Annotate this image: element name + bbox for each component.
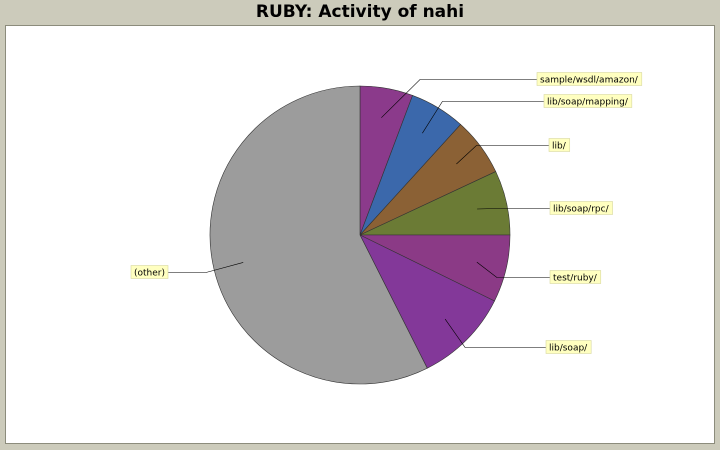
slice-label-text-1: lib/soap/mapping/ xyxy=(547,98,629,108)
leader-line-5 xyxy=(444,318,546,348)
slice-label-2: lib/ xyxy=(548,138,571,152)
slice-label-box-2 xyxy=(548,138,571,152)
slice-label-box-1 xyxy=(543,94,633,108)
slice-label-6: (other) xyxy=(130,265,169,279)
slice-label-5: lib/soap/ xyxy=(545,340,592,354)
slice-label-text-6: (other) xyxy=(134,269,165,279)
leader-line-2 xyxy=(456,145,549,165)
slice-label-text-3: lib/soap/rpc/ xyxy=(553,205,610,215)
slice-label-box-5 xyxy=(545,340,592,354)
leader-line-6 xyxy=(167,262,244,273)
leader-line-4 xyxy=(476,261,550,278)
slice-label-text-0: sample/wsdl/amazon/ xyxy=(540,76,639,86)
slice-label-3: lib/soap/rpc/ xyxy=(549,201,613,215)
slice-label-1: lib/soap/mapping/ xyxy=(543,94,633,108)
slice-label-text-4: test/ruby/ xyxy=(553,274,598,284)
pie-slice-6 xyxy=(209,85,428,385)
slice-label-box-3 xyxy=(549,201,613,215)
slice-label-text-5: lib/soap/ xyxy=(549,344,588,354)
slice-label-box-4 xyxy=(549,270,602,284)
slice-label-4: test/ruby/ xyxy=(549,270,602,284)
slice-label-text-2: lib/ xyxy=(552,142,567,152)
leader-line-1 xyxy=(422,101,544,134)
pie-slice-5 xyxy=(359,234,495,369)
leader-line-0 xyxy=(381,79,537,118)
slice-label-0: sample/wsdl/amazon/ xyxy=(536,72,643,86)
chart-title: RUBY: Activity of nahi xyxy=(255,2,465,22)
slice-label-box-0 xyxy=(536,72,643,86)
slice-label-box-6 xyxy=(130,265,169,279)
